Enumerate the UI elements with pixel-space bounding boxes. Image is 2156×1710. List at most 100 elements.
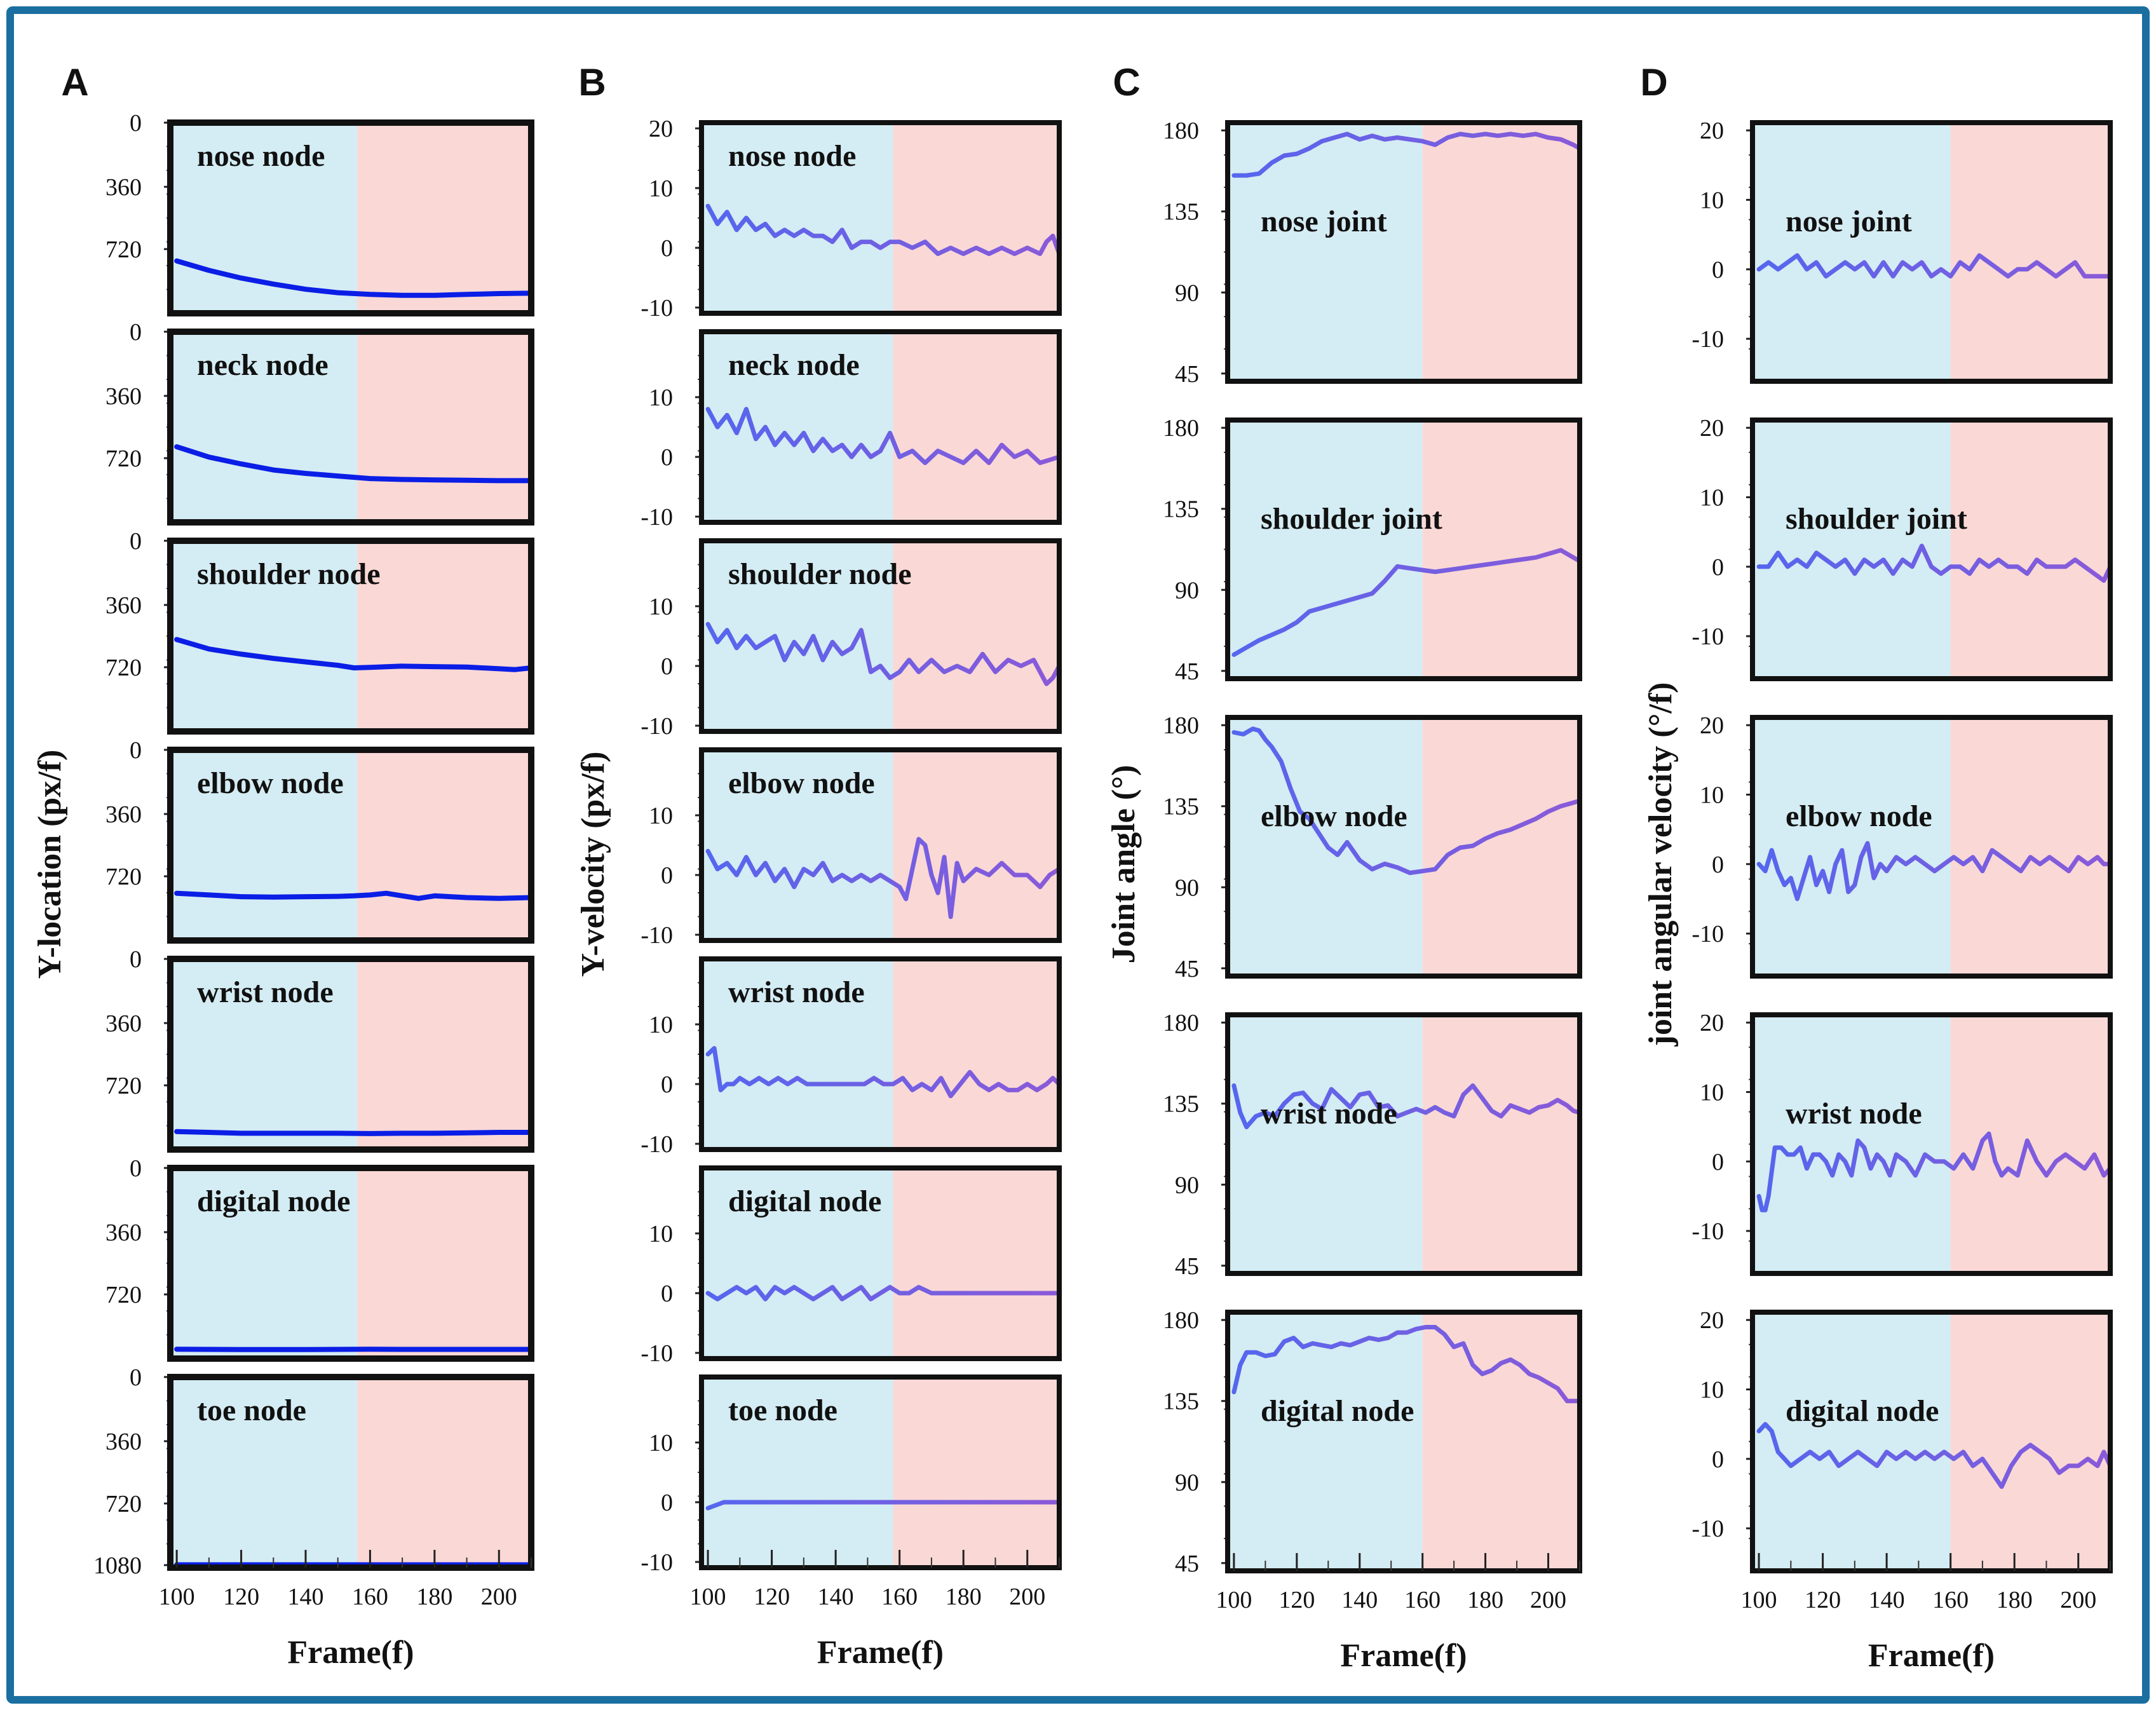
subplot-frame: [699, 747, 1062, 943]
subplot-label: nose node: [728, 139, 856, 173]
series-line-B-0: [705, 203, 1062, 256]
series-line-B-2: [705, 621, 1062, 686]
y-tick-label: 360: [105, 1010, 142, 1037]
subplot-label: elbow node: [197, 766, 344, 800]
subplot-D-1: 20 10 0 -10 shoulder joint: [1692, 415, 2113, 681]
region-before: [702, 123, 893, 313]
x-tick-label: 160: [881, 1584, 918, 1610]
y-tick-label: 135: [1163, 1388, 1199, 1415]
subplot-frame: [699, 538, 1062, 734]
y-tick-label: 720: [105, 445, 142, 472]
subplot-frame: [167, 538, 534, 735]
y-tick-label: 45: [1175, 1253, 1199, 1280]
figure-border: [6, 6, 2150, 1704]
subplot-label: neck node: [728, 348, 860, 382]
subplot-frame: [167, 1165, 534, 1362]
y-tick-label: 10: [649, 594, 673, 620]
series-line-A-3: [174, 890, 534, 901]
y-tick-label: 135: [1163, 794, 1199, 820]
panel-letter-A: A: [61, 61, 88, 104]
subplot-frame: [1225, 1012, 1582, 1276]
y-tick-label: 720: [105, 655, 142, 681]
y-tick-label: 20: [1700, 118, 1724, 144]
region-before: [170, 959, 358, 1150]
subplot-frame: [699, 329, 1062, 525]
subplot-label: elbow node: [1786, 799, 1932, 833]
y-tick-label: -10: [1692, 623, 1724, 650]
region-after: [1950, 717, 2110, 976]
region-after: [893, 959, 1059, 1150]
y-tick-label: 360: [105, 383, 142, 410]
subplot-label: elbow node: [1261, 799, 1407, 833]
region-after: [1422, 1015, 1580, 1273]
subplot-label: shoulder node: [197, 557, 381, 591]
region-before: [1753, 717, 1951, 976]
series-line-D-0: [1756, 253, 2113, 279]
y-tick-label: 0: [661, 444, 673, 471]
subplot-A-6: 0 360 720 1080 toe node: [93, 1364, 534, 1579]
y-tick-label: 0: [130, 946, 142, 973]
x-tick-label: 120: [1805, 1587, 1841, 1613]
y-tick-label: 720: [105, 864, 142, 890]
subplot-frame: [1225, 715, 1582, 979]
subplot-label: nose node: [197, 139, 325, 173]
subplot-D-3: 20 10 0 -10 wrist node: [1692, 1010, 2113, 1276]
y-tick-label: 20: [1700, 712, 1724, 739]
y-tick-label: -10: [641, 1549, 673, 1576]
region-after: [357, 123, 531, 313]
region-before: [1228, 1015, 1423, 1273]
region-before: [1753, 1015, 1951, 1273]
y-tick-label: 10: [649, 1012, 673, 1038]
y-tick-label: 20: [649, 116, 673, 142]
y-tick-label: 0: [661, 235, 673, 262]
region-before: [702, 1377, 893, 1568]
region-after: [893, 123, 1059, 313]
y-tick-label: 90: [1175, 577, 1199, 604]
subplot-label: digital node: [1786, 1394, 1939, 1428]
x-axis-title-A: Frame(f): [287, 1634, 414, 1671]
x-tick-label: 180: [416, 1584, 452, 1610]
region-before: [1228, 420, 1423, 679]
subplot-A-5: 0 360 720 digital node: [105, 1155, 534, 1362]
y-tick-label: 0: [661, 1071, 673, 1098]
region-after: [1950, 420, 2110, 679]
subplot-D-0: 20 10 0 -10 nose joint: [1692, 118, 2113, 384]
y-tick-label: 1080: [93, 1552, 142, 1579]
subplot-A-0: 0 360 720 nose node: [105, 110, 534, 316]
region-after: [357, 332, 531, 522]
y-tick-label: 0: [130, 110, 142, 137]
subplot-frame: [1750, 417, 2113, 681]
y-tick-label: 360: [105, 174, 142, 201]
subplot-A-2: 0 360 720 shoulder node: [105, 528, 534, 735]
region-before: [170, 1377, 358, 1568]
subplot-label: wrist node: [1786, 1097, 1922, 1130]
region-before: [702, 750, 893, 940]
y-tick-label: 0: [661, 1280, 673, 1307]
panel-letter-C: C: [1113, 61, 1140, 104]
series-line-B-5: [705, 1285, 1062, 1301]
y-tick-label: -10: [1692, 326, 1724, 353]
y-tick-label: 10: [1700, 485, 1724, 512]
subplot-C-1: 180 135 90 45 shoulder joint: [1163, 415, 1582, 685]
y-tick-label: 180: [1163, 415, 1199, 442]
x-tick-label: 160: [352, 1584, 388, 1610]
series-line-C-1: [1231, 548, 1582, 657]
subplot-label: shoulder joint: [1786, 502, 1967, 536]
y-tick-label: -10: [641, 1131, 673, 1158]
x-axis-title-B: Frame(f): [817, 1634, 944, 1671]
y-tick-label: 20: [1700, 415, 1724, 442]
y-tick-label: 10: [649, 175, 673, 202]
y-tick-label: 90: [1175, 874, 1199, 901]
y-tick-label: 90: [1175, 1469, 1199, 1496]
subplot-label: wrist node: [197, 975, 334, 1009]
subplot-label: elbow node: [728, 766, 875, 800]
region-after: [357, 750, 531, 940]
subplot-label: shoulder joint: [1261, 502, 1442, 536]
x-tick-label: 200: [2060, 1587, 2096, 1613]
x-tick-label: 180: [1467, 1587, 1503, 1613]
subplot-frame: [1750, 715, 2113, 979]
series-line-C-2: [1231, 726, 1582, 876]
y-tick-label: 45: [1175, 658, 1199, 685]
subplot-frame: [1750, 1012, 2113, 1276]
region-before: [170, 750, 358, 940]
